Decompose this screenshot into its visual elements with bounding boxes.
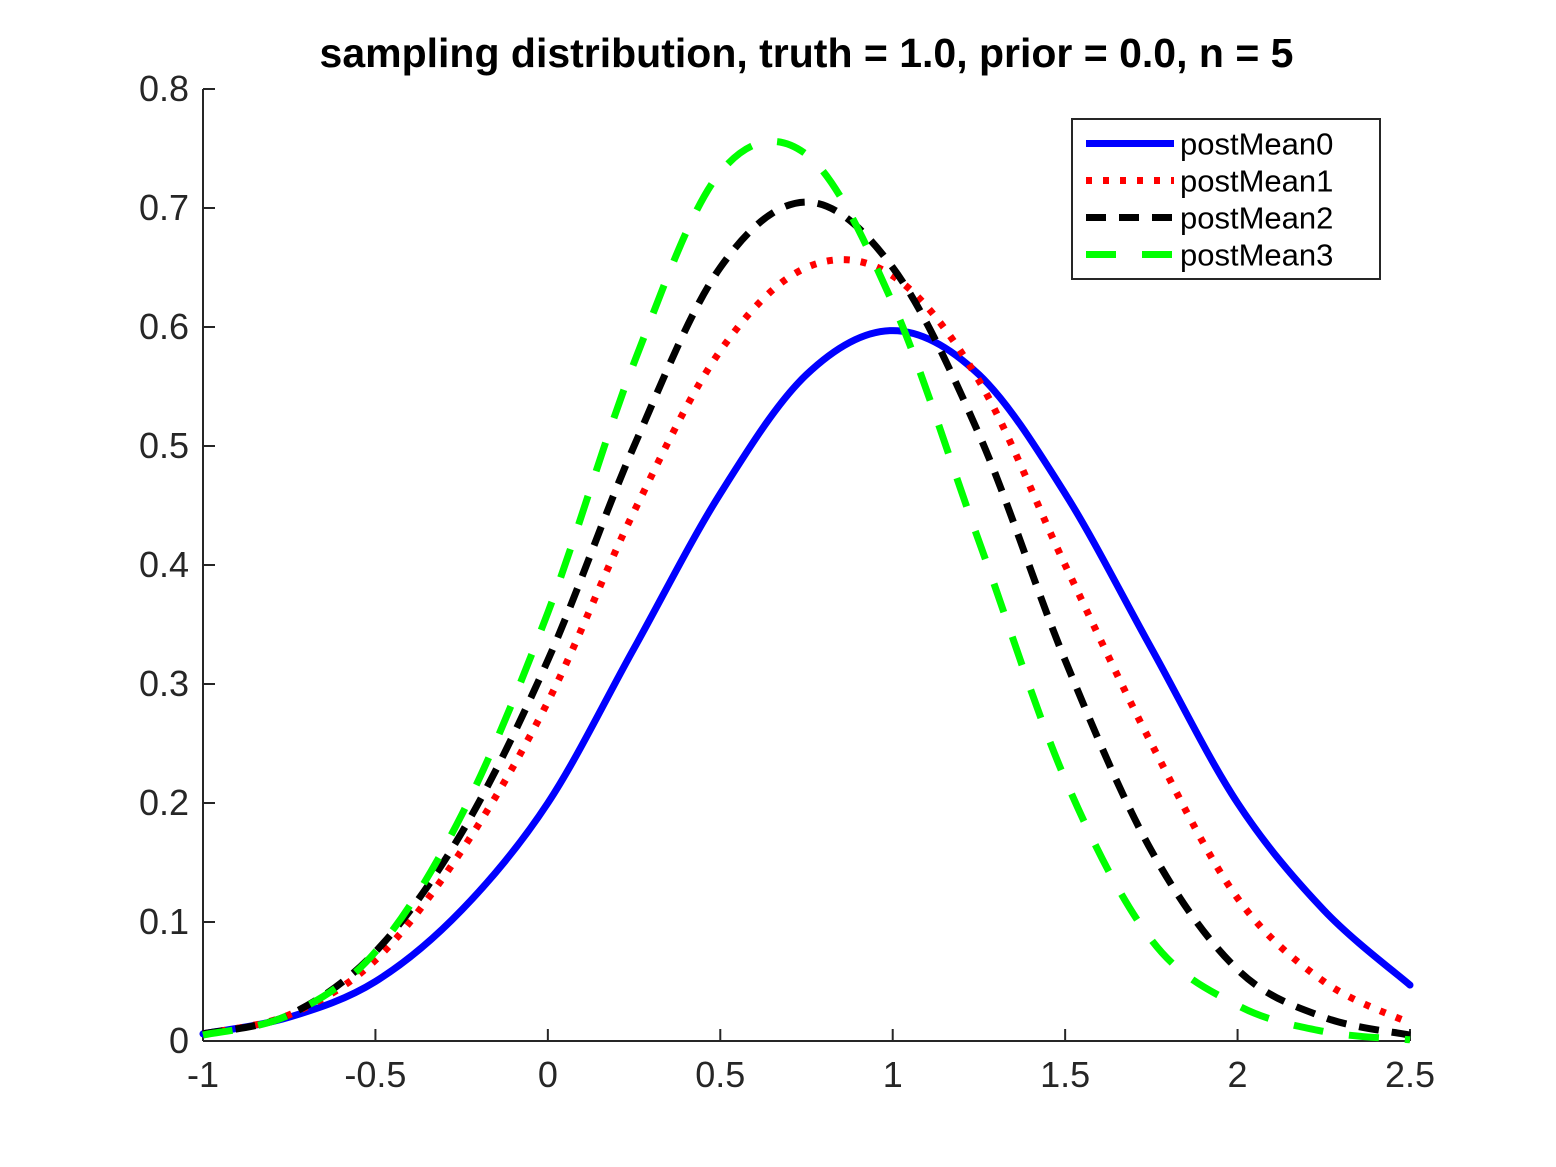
series-line-postMean1 (202, 256, 1412, 1038)
legend-label-postMean3: postMean3 (1180, 238, 1333, 273)
legend-label-postMean0: postMean0 (1180, 127, 1333, 162)
series-line-postMean2 (202, 198, 1411, 1039)
chart-title: sampling distribution, truth = 1.0, prio… (319, 30, 1294, 76)
x-tick-label: 0 (538, 1054, 558, 1095)
x-tick-label: -0.5 (344, 1054, 406, 1095)
x-tick-label: 1.5 (1040, 1054, 1090, 1095)
series-lines (199, 137, 1414, 1044)
y-tick-label: 0 (169, 1020, 189, 1061)
x-tick-label: 2 (1228, 1054, 1248, 1095)
y-tick-label: 0.1 (139, 901, 189, 942)
x-tick-label: 1 (883, 1054, 903, 1095)
axes: -1 -0.5 0 0.5 1 1.5 2 2.5 0 0.1 0.2 0.3 0.4 0.5 0.6 0.7… (139, 68, 1435, 1095)
y-tick-label: 0.8 (139, 68, 189, 109)
x-tick-label: -1 (187, 1054, 219, 1095)
x-tick-label: 0.5 (695, 1054, 745, 1095)
legend-label-postMean2: postMean2 (1180, 201, 1333, 236)
y-tick-label: 0.4 (139, 544, 189, 585)
y-tick-label: 0.7 (139, 187, 189, 228)
legend-label-postMean1: postMean1 (1180, 164, 1333, 199)
series-line-postMean0 (199, 327, 1414, 1038)
x-tick-label: 2.5 (1385, 1054, 1435, 1095)
y-tick-label: 0.3 (139, 663, 189, 704)
y-tick-label: 0.2 (139, 782, 189, 823)
series-line-postMean3 (202, 137, 1411, 1044)
y-tick-label: 0.6 (139, 306, 189, 347)
y-tick-label: 0.5 (139, 425, 189, 466)
